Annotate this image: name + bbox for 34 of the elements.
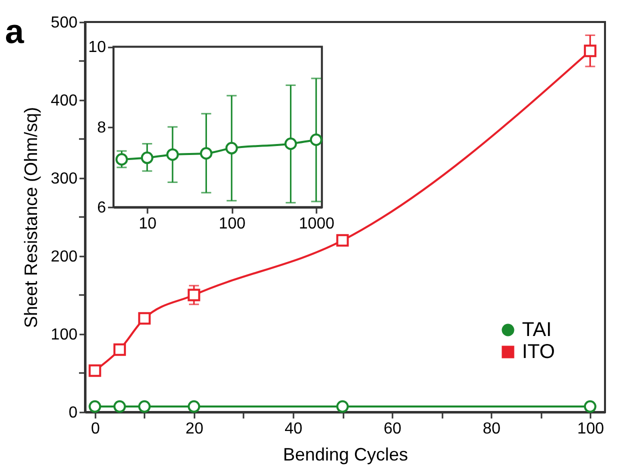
legend-label: TAI bbox=[522, 319, 552, 341]
point bbox=[138, 312, 151, 325]
point bbox=[88, 364, 102, 377]
point bbox=[584, 44, 596, 58]
point bbox=[336, 400, 349, 413]
point bbox=[188, 288, 200, 302]
x-tick-label: 1000 bbox=[298, 216, 335, 233]
x-axis-title: Bending Cycles bbox=[282, 444, 408, 464]
point bbox=[88, 400, 102, 413]
y-tick-label: 100 bbox=[50, 326, 78, 344]
x-tick-label: 40 bbox=[284, 420, 302, 438]
y-tick-label: 6 bbox=[97, 200, 106, 217]
x-tick-label: 60 bbox=[384, 420, 402, 438]
y-tick-label: 500 bbox=[50, 14, 78, 32]
x-tick-label: 10 bbox=[138, 216, 157, 233]
y-tick-label: 400 bbox=[50, 92, 78, 110]
point bbox=[113, 343, 126, 356]
y-tick-label: 200 bbox=[50, 248, 78, 266]
point bbox=[584, 400, 596, 413]
x-tick-label: 20 bbox=[186, 420, 204, 438]
y-tick-label: 10 bbox=[88, 39, 106, 56]
point bbox=[336, 234, 349, 247]
point bbox=[113, 400, 126, 413]
x-tick-label: 100 bbox=[218, 216, 246, 233]
text: a bbox=[5, 13, 25, 51]
y-tick-label: 8 bbox=[97, 119, 106, 136]
legend-label: ITO bbox=[522, 341, 555, 363]
y-tick-label: 300 bbox=[50, 170, 78, 188]
x-tick-label: 100 bbox=[577, 420, 604, 438]
point bbox=[188, 400, 200, 413]
point bbox=[138, 400, 151, 413]
y-axis-title: Sheet Resistance (Ohm/sq) bbox=[20, 106, 41, 328]
x-tick-label: 80 bbox=[482, 420, 501, 438]
y-tick-label: 0 bbox=[68, 404, 78, 422]
